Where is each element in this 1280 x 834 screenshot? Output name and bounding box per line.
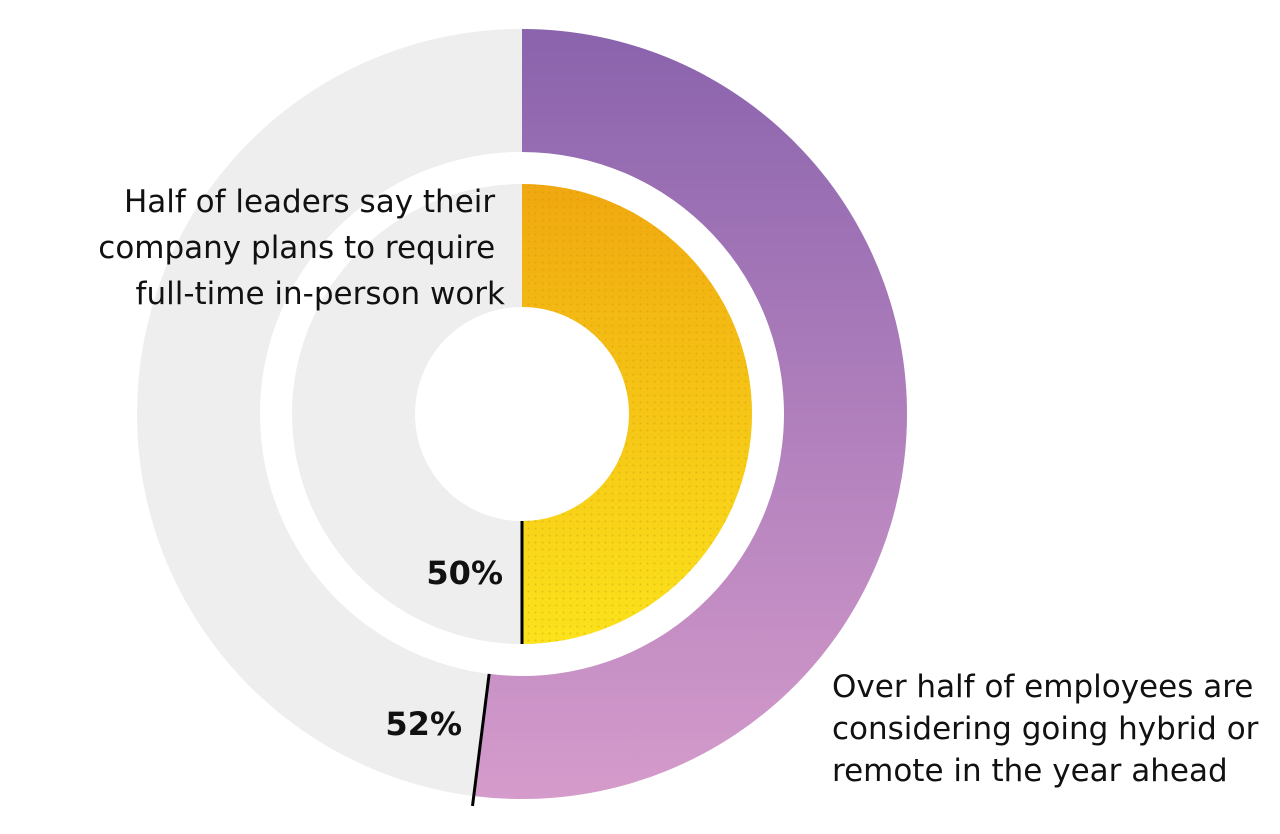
outer-ring-value-segment — [473, 29, 907, 799]
inner-ring-annotation: Half of leaders say their company plans … — [98, 184, 505, 312]
donut-rings — [136, 28, 908, 800]
inner-annotation-line: company plans to require — [98, 230, 495, 266]
outer-ring-percent-label: 52% — [385, 705, 462, 743]
outer-annotation-line: remote in the year ahead — [832, 753, 1228, 789]
inner-ring-dot-texture — [522, 184, 752, 644]
inner-annotation-line: Half of leaders say their — [124, 184, 495, 220]
outer-annotation-line: Over half of employees are — [832, 669, 1253, 705]
inner-ring-percent-label: 50% — [426, 554, 503, 592]
outer-ring-annotation: Over half of employees are considering g… — [832, 669, 1268, 789]
inner-annotation-line: full-time in-person work — [136, 276, 505, 312]
outer-annotation-line: considering going hybrid or — [832, 711, 1259, 747]
outer-ring-value-marker — [471, 673, 491, 807]
